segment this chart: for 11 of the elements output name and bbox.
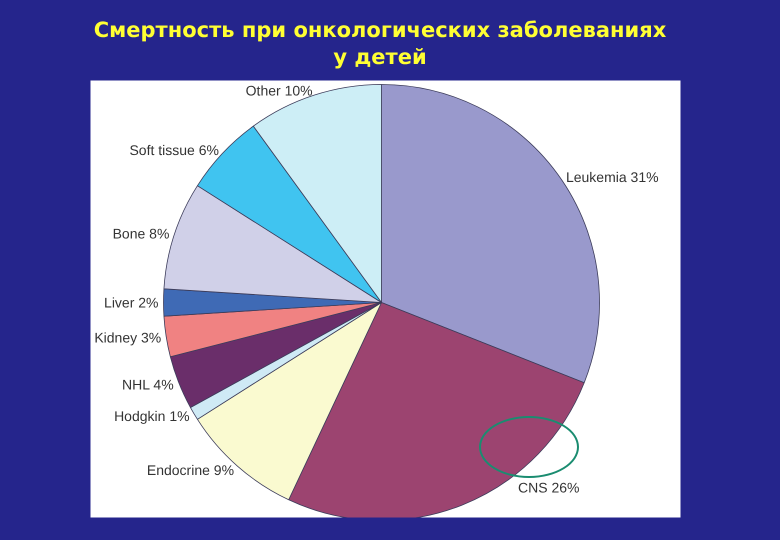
slice-label: Kidney 3%: [94, 329, 162, 346]
slice-label: Bone 8%: [112, 226, 170, 242]
slice-label: Liver 2%: [104, 294, 158, 310]
slice-label: Endocrine 9%: [146, 462, 234, 478]
slice-label: Hodgkin 1%: [114, 408, 190, 424]
slice-label: NHL 4%: [122, 376, 174, 393]
chart-title: Смертность при онкологических заболеваниях у детей: [92, 17, 668, 71]
slice-label: Other 10%: [246, 82, 313, 98]
slice-label: Soft tissue 6%: [129, 142, 219, 158]
slice-label: CNS 26%: [518, 480, 580, 496]
slice-label: Leukemia 31%: [566, 169, 659, 186]
